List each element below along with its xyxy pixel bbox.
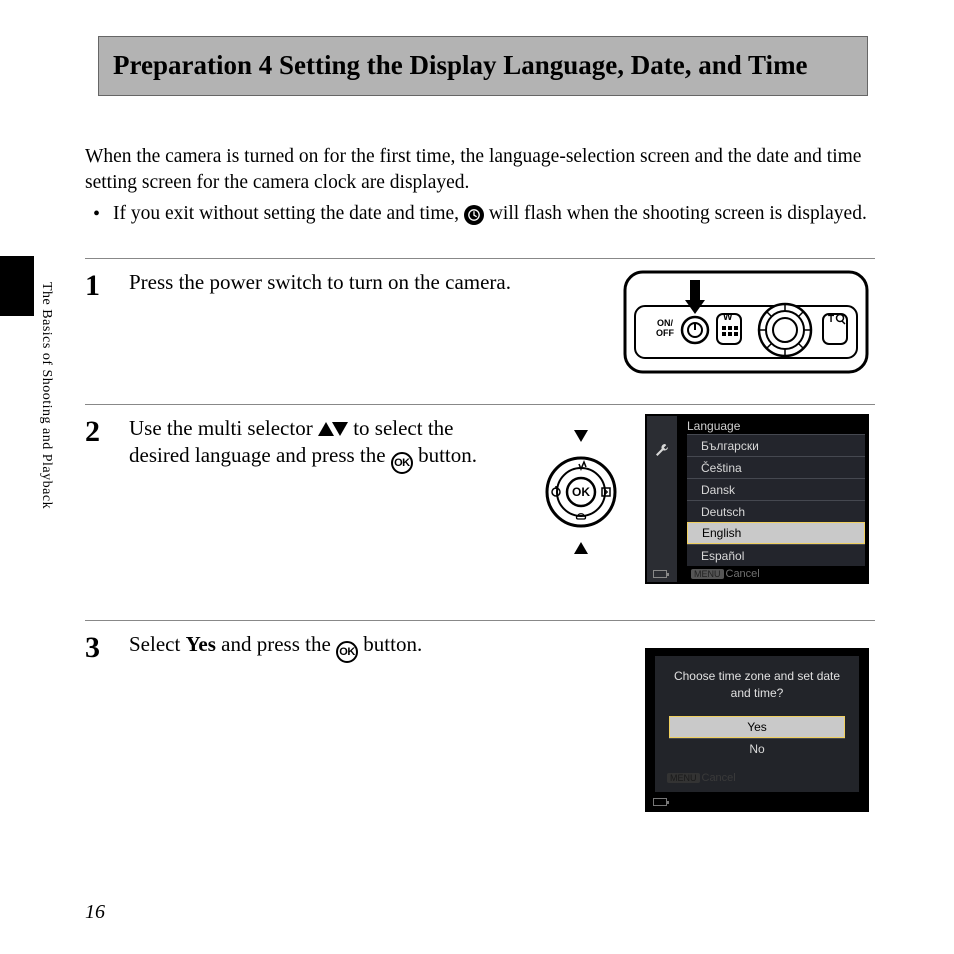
section-title: Preparation 4 Setting the Display Langua… — [113, 49, 853, 83]
cancel-label: Cancel — [702, 772, 736, 784]
page-number: 16 — [85, 901, 105, 924]
text-post: button. — [413, 443, 477, 467]
ok-icon: OK — [336, 641, 358, 663]
svg-text:OK: OK — [572, 485, 590, 499]
step-number: 2 — [85, 415, 129, 447]
timezone-prompt-screen: Choose time zone and set date and time? … — [645, 648, 869, 812]
battery-icon — [653, 570, 667, 578]
option-no[interactable]: No — [669, 738, 845, 760]
prompt-panel: Choose time zone and set date and time? … — [655, 656, 859, 792]
svg-text:T: T — [828, 314, 834, 325]
step-text: Use the multi selector to select the des… — [129, 415, 509, 474]
ok-icon: OK — [391, 452, 413, 474]
wrench-icon — [654, 442, 670, 458]
side-section-label: The Basics of Shooting and Playback — [38, 282, 54, 509]
multi-selector-illustration: OK — [534, 422, 628, 562]
step-number: 1 — [85, 269, 129, 301]
cancel-hint: MENUCancel — [667, 772, 736, 784]
language-menu-screen: Language Български Čeština Dansk Deutsch… — [645, 414, 869, 584]
intro-paragraph: When the camera is turned on for the fir… — [85, 144, 875, 197]
camera-top-illustration: ON/OFF W T — [623, 270, 869, 374]
step-text: Press the power switch to turn on the ca… — [129, 269, 511, 296]
battery-icon — [653, 798, 667, 806]
menu-badge-icon: MENU — [691, 569, 724, 579]
svg-text:W: W — [723, 312, 733, 323]
side-tab-marker — [0, 256, 34, 316]
list-item[interactable]: Čeština — [687, 456, 865, 478]
cancel-label: Cancel — [726, 568, 760, 580]
list-item[interactable]: Español — [687, 544, 865, 566]
option-yes[interactable]: Yes — [669, 716, 845, 738]
section-header: Preparation 4 Setting the Display Langua… — [98, 36, 868, 96]
bullet-pre: If you exit without setting the date and… — [113, 203, 464, 224]
bullet-post: will flash when the shooting screen is d… — [489, 203, 867, 224]
language-list: Български Čeština Dansk Deutsch English … — [687, 434, 865, 566]
text-mid: and press the — [216, 632, 336, 656]
down-arrow-icon — [332, 422, 348, 436]
step-number: 3 — [85, 631, 129, 663]
prompt-question: Choose time zone and set date and time? — [669, 668, 845, 702]
text-pre: Use the multi selector — [129, 416, 318, 440]
intro-bullet: If you exit without setting the date and… — [85, 201, 875, 227]
text-pre: Select — [129, 632, 186, 656]
step-text: Select Yes and press the OK button. — [129, 631, 422, 663]
intro-block: When the camera is turned on for the fir… — [85, 144, 875, 227]
list-item[interactable]: Deutsch — [687, 500, 865, 522]
list-item-selected[interactable]: English — [687, 522, 865, 544]
cancel-hint: MENUCancel — [691, 568, 760, 580]
text-post: button. — [358, 632, 422, 656]
clock-icon — [464, 205, 484, 225]
menu-sidebar — [647, 416, 677, 582]
menu-title: Language — [687, 419, 740, 433]
list-item[interactable]: Български — [687, 434, 865, 456]
text-bold: Yes — [186, 632, 216, 656]
list-item[interactable]: Dansk — [687, 478, 865, 500]
svg-text:ON/OFF: ON/OFF — [656, 318, 674, 338]
menu-badge-icon: MENU — [667, 773, 700, 783]
